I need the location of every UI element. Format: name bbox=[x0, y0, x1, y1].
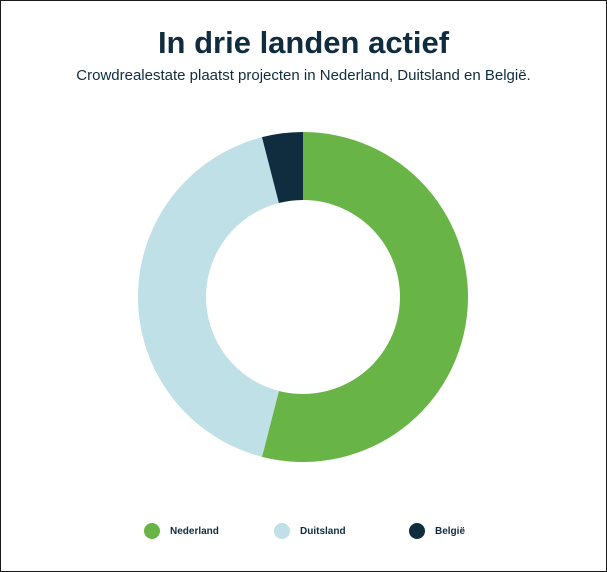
legend-label-nederland: Nederland bbox=[170, 525, 219, 537]
donut-slice-duitsland bbox=[138, 137, 279, 457]
donut-slice-belgie bbox=[261, 132, 303, 204]
legend-item-belgie: België bbox=[409, 521, 465, 541]
chart-title: In drie landen actief bbox=[157, 25, 450, 60]
legend-swatch-belgie bbox=[409, 523, 425, 539]
legend-label-duitsland: Duitsland bbox=[300, 525, 346, 537]
donut-slice-nederland bbox=[261, 132, 468, 463]
legend-swatch-nederland bbox=[144, 523, 160, 539]
chart-legend: Nederland Duitsland België bbox=[1, 521, 606, 541]
legend-label-belgie: België bbox=[435, 525, 466, 537]
legend-swatch-duitsland bbox=[274, 523, 290, 539]
donut-slices bbox=[138, 132, 468, 463]
donut-chart bbox=[138, 132, 468, 463]
chart-subtitle: Crowdrealestate plaatst projecten in Ned… bbox=[76, 67, 531, 84]
legend-item-duitsland: Duitsland bbox=[274, 521, 346, 541]
legend-item-nederland: Nederland bbox=[144, 521, 219, 541]
